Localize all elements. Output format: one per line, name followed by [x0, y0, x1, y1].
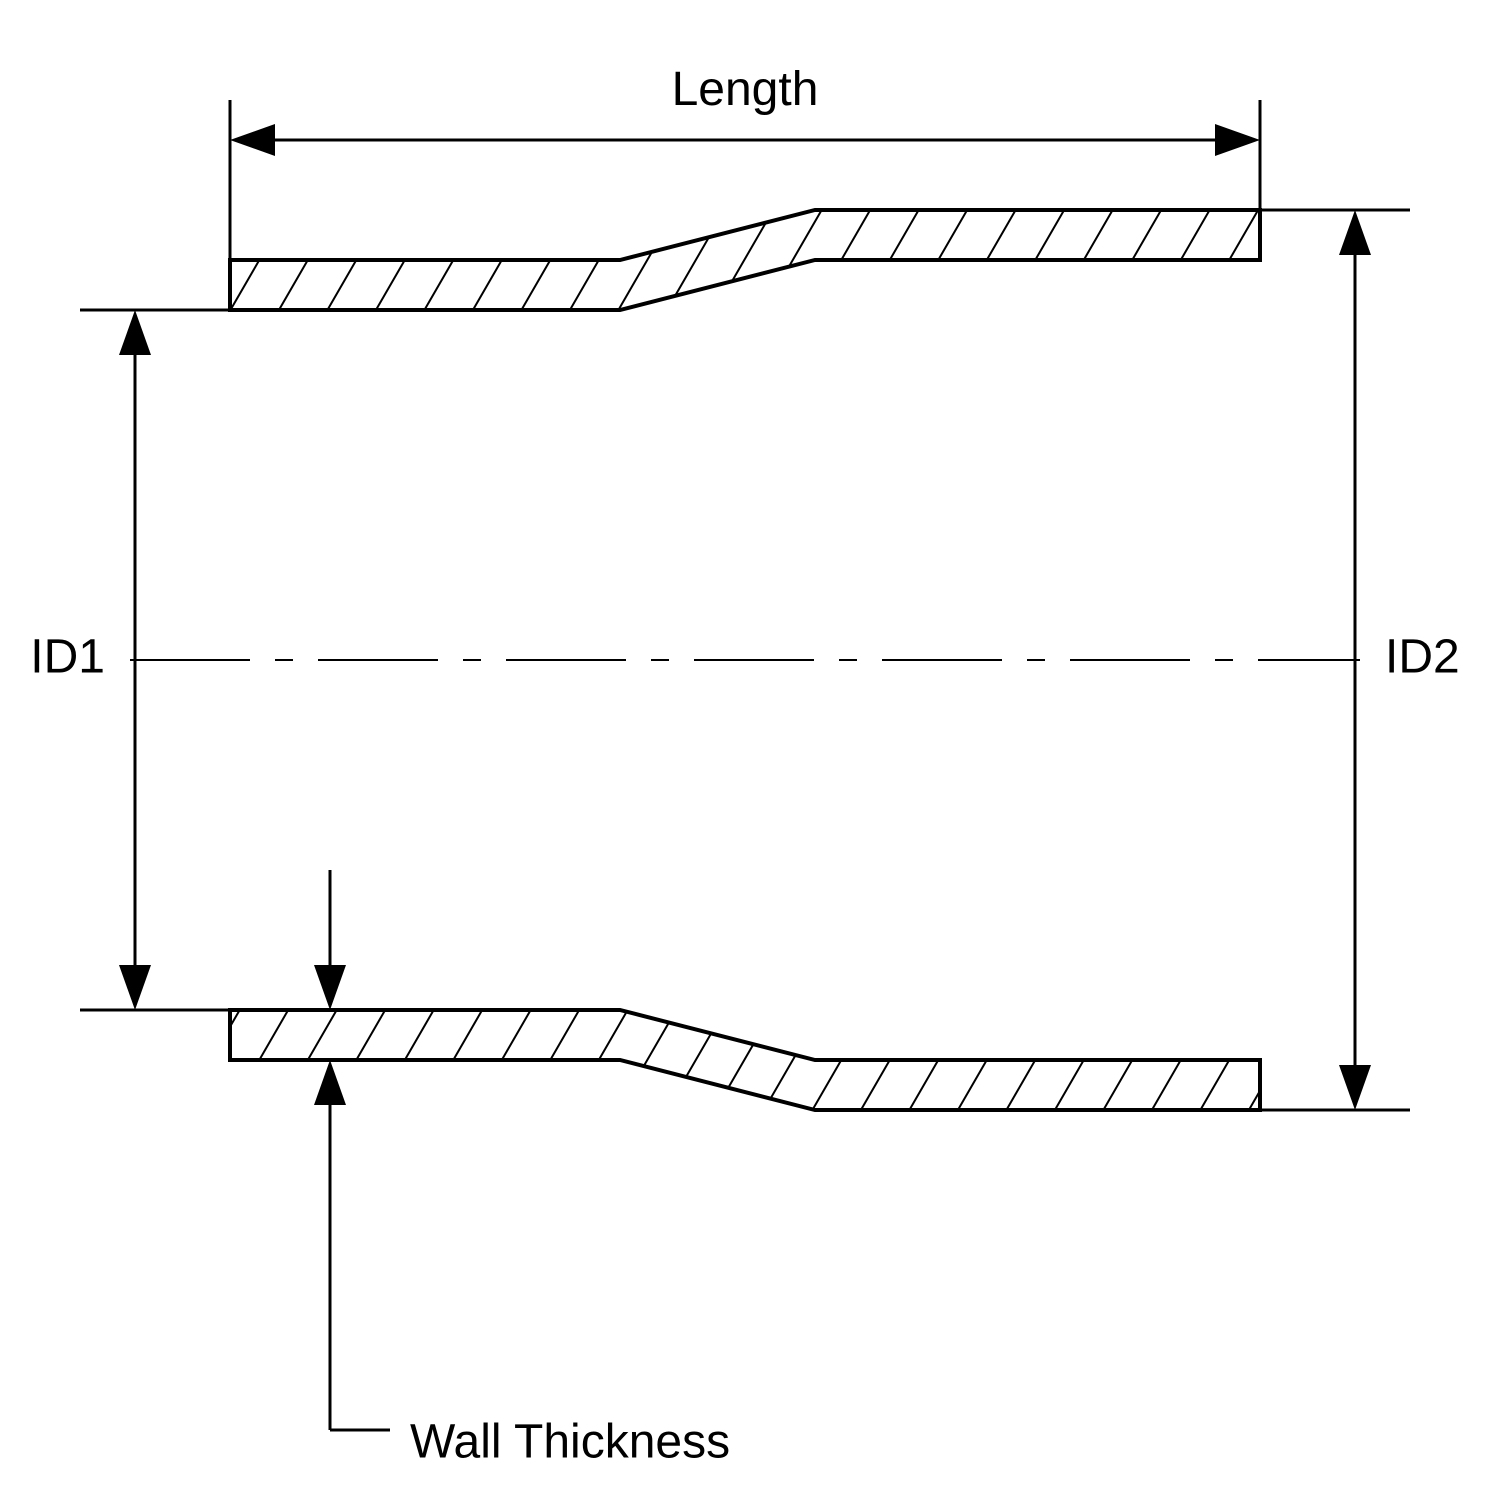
- dimension-wall-thickness: [314, 870, 390, 1430]
- id2-label: ID2: [1385, 631, 1460, 684]
- dimension-length: [230, 100, 1260, 260]
- wall-thickness-label: Wall Thickness: [410, 1416, 730, 1469]
- length-label: Length: [672, 63, 819, 116]
- id1-label: ID1: [30, 631, 105, 684]
- hatch-bottom: [0, 810, 1510, 1310]
- technical-drawing: Length ID1 ID2 Wall Thickness: [0, 0, 1510, 1510]
